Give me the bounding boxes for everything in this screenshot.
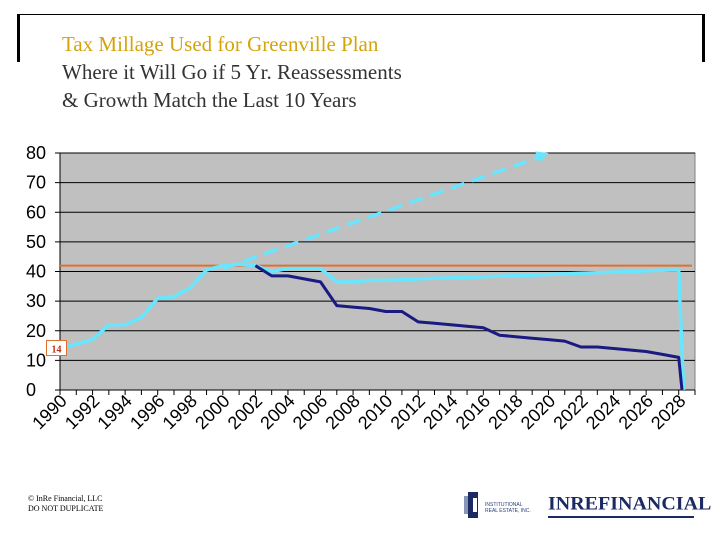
x-tick-label: 1992	[61, 391, 103, 433]
x-tick-label: 2026	[615, 391, 657, 433]
x-tick-label: 2000	[191, 391, 233, 433]
x-tick-label: 1998	[159, 391, 201, 433]
chart-title: Tax Millage Used for Greenville Plan Whe…	[62, 30, 402, 114]
brand-underline	[548, 516, 694, 518]
trend-arrow-head	[535, 151, 549, 163]
x-tick-label: 1994	[93, 391, 135, 433]
copyright-line-1: © InRe Financial, LLC	[28, 494, 103, 503]
y-tick-label: 80	[26, 143, 46, 163]
x-tick-label: 2024	[582, 391, 624, 433]
annotation-box	[46, 340, 67, 357]
logo-subtext-line-2: REAL ESTATE, INC.	[485, 508, 531, 514]
y-tick-label: 0	[26, 380, 36, 400]
title-line-2: Where it Will Go if 5 Yr. Reassessments	[62, 60, 402, 84]
series-line-dark	[254, 264, 684, 391]
copyright: © InRe Financial, LLC DO NOT DUPLICATE	[28, 494, 103, 514]
y-tick-label: 20	[26, 321, 46, 341]
x-tick-label: 2022	[549, 391, 591, 433]
annotation-label: 14	[52, 345, 62, 356]
x-tick-label: 2010	[354, 391, 396, 433]
logo-icon	[464, 492, 478, 518]
x-tick-label: 2012	[387, 391, 429, 433]
trend-dashed-line	[222, 154, 544, 271]
y-tick-label: 50	[26, 232, 46, 252]
y-tick-label: 10	[26, 350, 46, 370]
x-tick-label: 1996	[126, 391, 168, 433]
y-tick-label: 30	[26, 291, 46, 311]
x-tick-label: 2008	[321, 391, 363, 433]
logo-subtext: INSTITUTIONAL REAL ESTATE, INC.	[485, 502, 545, 514]
slide-frame-right	[702, 14, 705, 62]
slide-frame-top	[17, 14, 705, 15]
x-tick-label: 2002	[224, 391, 266, 433]
brand-logo-text: INREFINANCIAL	[548, 493, 712, 515]
x-tick-label: 2018	[484, 391, 526, 433]
x-tick-label: 2006	[289, 391, 331, 433]
title-line-1: Tax Millage Used for Greenville Plan	[62, 32, 379, 56]
x-tick-label: 2016	[452, 391, 494, 433]
title-line-3: & Growth Match the Last 10 Years	[62, 88, 357, 112]
logo-subtext-line-1: INSTITUTIONAL	[485, 502, 523, 508]
x-tick-label: 2028	[647, 391, 689, 433]
x-tick-label: 2004	[256, 391, 298, 433]
annotation-group: 14	[46, 340, 67, 357]
y-tick-label: 70	[26, 173, 46, 193]
x-axis-ticks: 1990199219941996199820002002200420062008…	[28, 390, 696, 433]
x-tick-label: 2014	[419, 391, 461, 433]
series-group	[59, 151, 692, 391]
series-line-light	[59, 262, 686, 391]
slide-frame-left	[17, 14, 20, 62]
y-tick-label: 40	[26, 262, 46, 282]
x-tick-label: 2020	[517, 391, 559, 433]
copyright-line-2: DO NOT DUPLICATE	[28, 504, 104, 513]
y-tick-label: 60	[26, 202, 46, 222]
